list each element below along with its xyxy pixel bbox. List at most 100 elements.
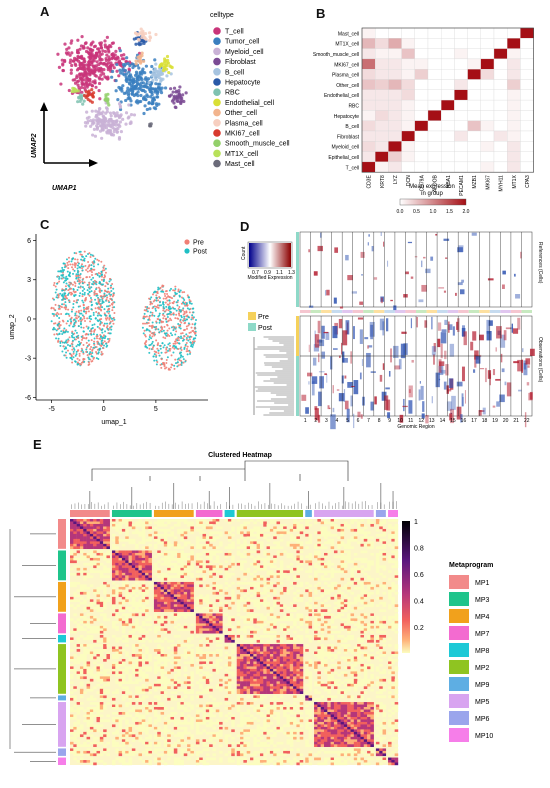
similarity-cell	[93, 538, 97, 542]
similarity-cell	[73, 594, 77, 598]
similarity-cell	[209, 543, 213, 547]
point-pre	[71, 330, 74, 333]
heatmap-cell	[414, 58, 429, 70]
similarity-cell	[375, 577, 380, 581]
similarity-cell	[138, 584, 142, 588]
heatmap-cell	[401, 141, 415, 152]
point-pre	[148, 318, 151, 321]
similarity-cell	[263, 550, 267, 554]
similarity-cell	[273, 601, 277, 605]
point-pre	[145, 309, 148, 312]
point-pre	[89, 320, 92, 323]
umap-point-myeloid_cell	[115, 130, 119, 134]
point-pre	[188, 338, 191, 341]
point-post	[64, 292, 67, 295]
heatmap-col-label: LYZ	[393, 175, 399, 184]
similarity-cell	[111, 596, 116, 600]
heatmap-cell	[414, 79, 429, 90]
similarity-cell	[209, 609, 213, 612]
umap-point-t_cell	[68, 60, 72, 65]
similarity-cell	[327, 521, 331, 525]
point-pre	[186, 304, 189, 307]
similarity-cell	[324, 591, 328, 595]
similarity-cell	[103, 555, 107, 559]
point-post	[113, 318, 116, 321]
point-post	[154, 290, 157, 293]
point-post	[105, 345, 108, 348]
umap-point-t_cell	[124, 60, 128, 64]
point-post	[103, 322, 106, 325]
similarity-cell	[340, 526, 345, 530]
point-pre	[89, 269, 92, 272]
cnv-segment	[382, 321, 385, 336]
similarity-cell	[145, 596, 149, 600]
similarity-cell	[199, 599, 203, 603]
heatmap-cell	[507, 89, 521, 101]
similarity-cell	[250, 538, 254, 542]
point-pre	[144, 305, 147, 308]
similarity-cell	[79, 591, 84, 595]
similarity-cell	[202, 599, 207, 603]
similarity-cell	[138, 519, 142, 522]
similarity-cell	[246, 536, 251, 540]
cnv-segment	[314, 334, 320, 348]
similarity-cell	[363, 536, 368, 540]
similarity-cell	[259, 543, 264, 547]
point-post	[61, 332, 64, 335]
similarity-cell	[209, 604, 213, 608]
umap-point-t_cell	[97, 76, 101, 80]
reference-label: References (Cells)	[537, 242, 543, 284]
similarity-cell	[160, 606, 165, 610]
similarity-cell	[167, 555, 171, 559]
cnv-segment	[341, 342, 343, 355]
similarity-cell	[296, 584, 300, 588]
similarity-cell	[375, 528, 380, 532]
point-post	[177, 342, 180, 345]
umap-point-myeloid_cell	[112, 129, 116, 134]
similarity-cell	[118, 521, 123, 525]
point-pre	[181, 337, 184, 340]
chromosome-strip	[384, 310, 395, 313]
similarity-cell	[183, 572, 188, 576]
similarity-cell	[73, 531, 77, 535]
heatmap-cell	[441, 79, 455, 90]
similarity-cell	[118, 586, 123, 590]
chromosome-strip	[521, 310, 532, 313]
similarity-cell	[330, 543, 335, 547]
chromosome-label: 12	[418, 418, 424, 424]
cnv-segment	[437, 322, 442, 331]
similarity-cell	[128, 594, 133, 598]
similarity-cell	[73, 526, 77, 530]
similarity-cell	[273, 560, 277, 564]
point-pre	[95, 311, 98, 314]
similarity-cell	[70, 526, 74, 530]
umap-point-t_cell	[75, 80, 79, 84]
point-post	[107, 287, 110, 290]
point-pre	[162, 336, 165, 339]
heatmap-cell	[401, 69, 415, 80]
similarity-cell	[79, 541, 84, 545]
heatmap-cell	[414, 99, 429, 111]
point-pre	[64, 294, 67, 297]
chromosome-strip	[321, 310, 332, 313]
similarity-cell	[163, 533, 168, 537]
similarity-cell	[246, 591, 251, 595]
umap-point-t_cell	[92, 59, 96, 63]
point-pre	[68, 336, 71, 339]
similarity-cell	[289, 581, 294, 585]
point-pre	[77, 309, 80, 312]
point-pre	[167, 319, 170, 322]
heatmap-cell	[480, 89, 495, 101]
cnv-segment	[517, 359, 523, 372]
similarity-cell	[224, 575, 229, 579]
similarity-cell	[340, 552, 345, 556]
cnv-segment	[301, 394, 307, 401]
point-post	[189, 352, 192, 355]
similarity-cell	[115, 550, 119, 554]
heatmap-cell	[427, 130, 442, 142]
point-pre	[161, 284, 164, 287]
similarity-cell	[86, 528, 91, 532]
similarity-cell	[231, 562, 235, 566]
cnv-segment	[459, 289, 465, 295]
similarity-cell	[167, 575, 171, 579]
